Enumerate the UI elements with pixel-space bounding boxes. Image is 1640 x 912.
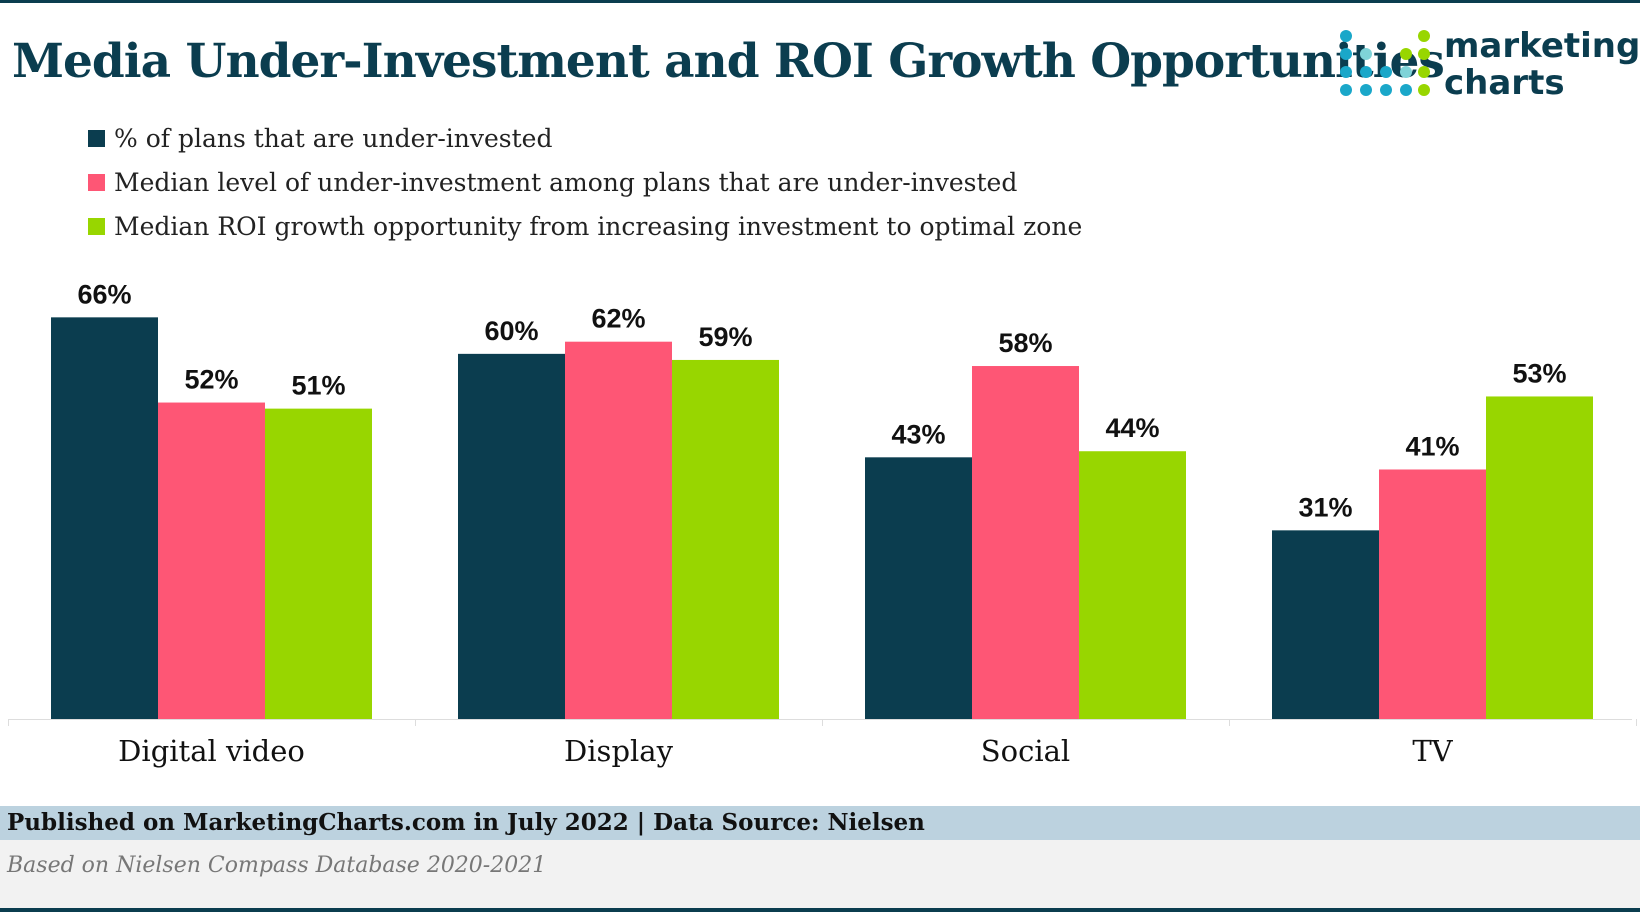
data-label: 62%	[591, 304, 645, 334]
legend: % of plans that are under-invested Media…	[88, 116, 1082, 248]
bar	[458, 353, 565, 719]
footnote: Based on Nielsen Compass Database 2020-2…	[7, 853, 547, 878]
bar	[1272, 530, 1379, 719]
legend-item-plans-under-invested: % of plans that are under-invested	[88, 116, 1082, 160]
bar	[265, 408, 372, 719]
data-label: 59%	[698, 322, 752, 352]
logo-wordmark: marketing charts	[1444, 28, 1640, 102]
legend-item-median-under-investment: Median level of under-investment among p…	[88, 160, 1082, 204]
logo-line-1: marketing	[1444, 26, 1640, 66]
legend-item-roi-growth: Median ROI growth opportunity from incre…	[88, 204, 1082, 248]
published-source-line: Published on MarketingCharts.com in July…	[7, 809, 925, 836]
bar	[1486, 396, 1593, 719]
bar	[565, 341, 672, 719]
legend-label: % of plans that are under-invested	[114, 123, 553, 153]
bar	[865, 457, 972, 719]
data-label: 51%	[291, 371, 345, 401]
bar	[672, 359, 779, 719]
category-label: Display	[564, 734, 674, 768]
category-label: Social	[981, 734, 1070, 768]
legend-label: Median level of under-investment among p…	[114, 167, 1018, 197]
top-rule	[0, 0, 1640, 3]
category-label: Digital video	[118, 734, 305, 768]
marketing-charts-logo: marketing charts	[1338, 28, 1640, 108]
bar	[158, 402, 265, 719]
data-label: 41%	[1405, 431, 1459, 461]
data-label: 58%	[998, 328, 1052, 358]
bar	[972, 366, 1079, 719]
data-label: 53%	[1512, 358, 1566, 388]
chart-title: Media Under-Investment and ROI Growth Op…	[12, 34, 1445, 89]
bar-chart: 66% 52% 51% Digital video 60% 62% 59% Display 43…	[8, 279, 1637, 768]
data-label: 43%	[891, 419, 945, 449]
legend-swatch	[88, 173, 105, 191]
category-label: TV	[1412, 734, 1453, 768]
data-label: 44%	[1105, 413, 1159, 443]
bottom-rule	[0, 908, 1640, 912]
footer-band: Published on MarketingCharts.com in July…	[0, 806, 1640, 840]
bar	[51, 317, 158, 719]
logo-line-2: charts	[1444, 63, 1565, 103]
legend-swatch	[88, 217, 105, 235]
legend-label: Median ROI growth opportunity from incre…	[114, 211, 1083, 241]
data-label: 60%	[484, 316, 538, 346]
bar	[1379, 469, 1486, 719]
dot-grid-logo-icon	[1340, 30, 1430, 96]
data-label: 31%	[1298, 492, 1352, 522]
data-label: 52%	[184, 365, 238, 395]
data-label: 66%	[77, 279, 131, 309]
note-band: Based on Nielsen Compass Database 2020-2…	[0, 840, 1640, 908]
legend-swatch	[88, 129, 105, 147]
bar	[1079, 451, 1186, 719]
